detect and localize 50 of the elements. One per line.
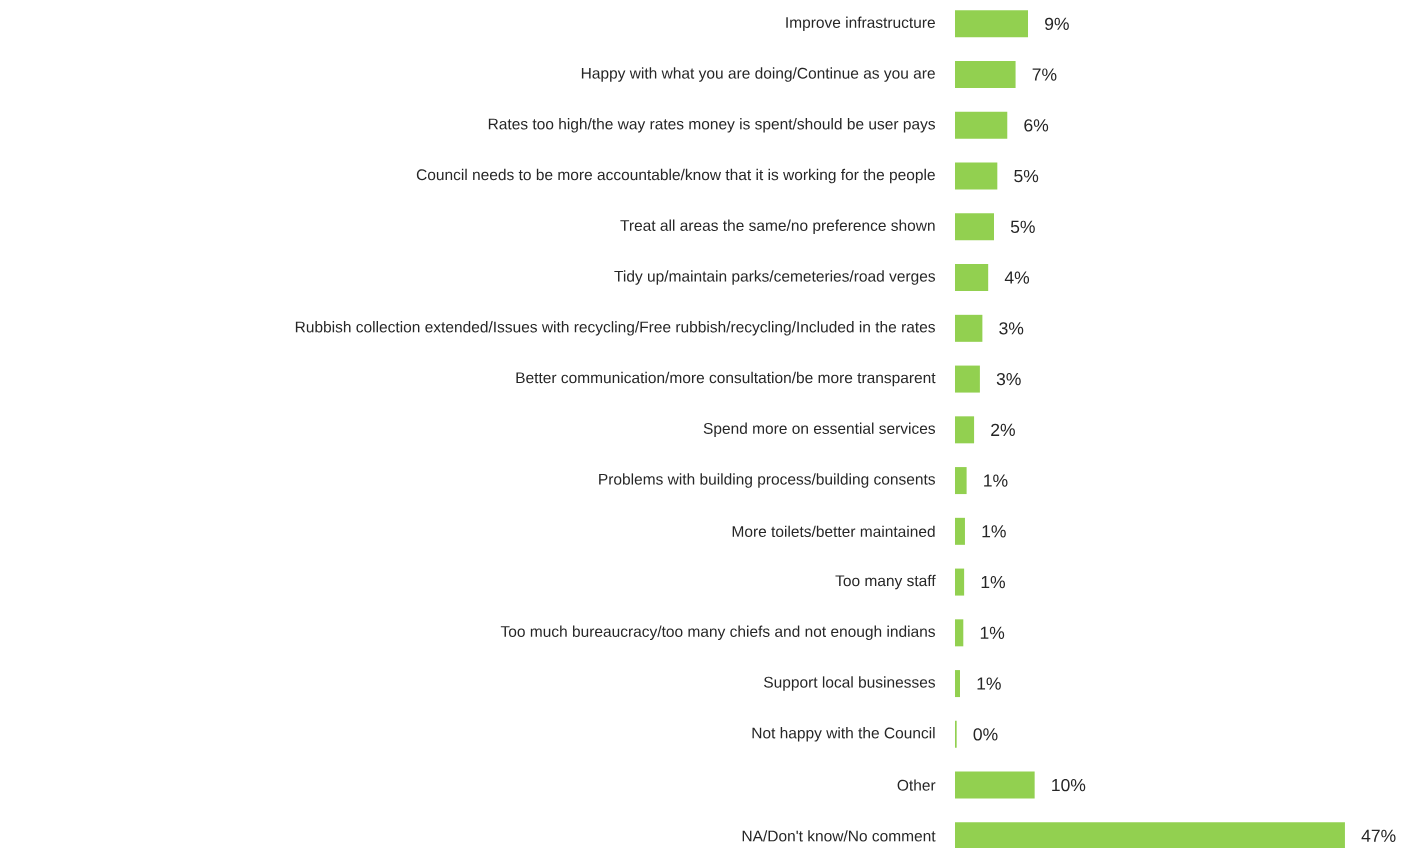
data-label: 10% <box>1052 778 1086 792</box>
bar <box>955 10 1029 38</box>
y-tick-label: Rates too high/the way rates money is spent/should be user pays <box>488 118 935 133</box>
data-label: 9% <box>1045 17 1069 31</box>
data-label: 4% <box>1004 271 1030 284</box>
data-label: 2% <box>991 423 1015 436</box>
y-tick-label: Happy with what you are doing/Continue as you are <box>581 67 935 82</box>
bar <box>955 467 967 495</box>
bar <box>955 213 994 241</box>
bar <box>955 365 980 393</box>
y-tick-label: Too much bureaucracy/too many chiefs and not enough indians <box>500 625 935 641</box>
bar <box>955 771 1035 799</box>
data-label: 7% <box>1032 68 1057 81</box>
data-label: 1% <box>984 474 1008 487</box>
data-label: 6% <box>1024 119 1049 132</box>
bar <box>955 314 983 342</box>
bar <box>955 416 975 444</box>
bar <box>955 670 960 698</box>
data-label: 1% <box>977 677 1001 690</box>
data-label: 47% <box>1361 829 1396 842</box>
y-tick-label: NA/Don't know/No comment <box>742 830 936 842</box>
data-label: 3% <box>999 322 1024 335</box>
y-tick-label: Tidy up/maintain parks/cemeteries/road verges <box>614 270 936 285</box>
y-tick-label: Other <box>897 779 936 791</box>
y-tick-label: More toilets/better maintained <box>732 525 935 538</box>
y-tick-label: Better communication/more consultation/be more transparent <box>516 371 936 387</box>
bar <box>955 568 965 596</box>
data-label: 5% <box>1010 220 1035 233</box>
data-label: 3% <box>996 372 1021 386</box>
data-label: 5% <box>1014 169 1039 183</box>
bar <box>955 264 989 292</box>
bar <box>955 619 964 647</box>
data-label: 1% <box>982 525 1006 538</box>
y-tick-label: Problems with building process/building consents <box>599 473 935 488</box>
bar <box>955 517 965 545</box>
bar <box>955 111 1008 139</box>
y-tick-label: Council needs to be more accountable/know that it is working for the people <box>416 168 935 184</box>
y-tick-label: Support local businesses <box>764 676 936 691</box>
y-tick-label: Rubbish collection extended/Issues with recycling/Free rubbish/recycling/Included in the rates <box>295 321 935 336</box>
y-tick-label: Too many staff <box>835 574 936 590</box>
data-label: 1% <box>980 626 1005 639</box>
y-tick-label: Not happy with the Council <box>752 727 935 742</box>
data-label: 1% <box>981 575 1005 589</box>
y-tick-label: Spend more on essential services <box>703 422 936 438</box>
data-label: 0% <box>973 728 998 741</box>
y-tick-label: Improve infrastructure <box>786 16 935 32</box>
bar <box>955 61 1016 89</box>
bar <box>955 822 1345 848</box>
bar <box>955 162 998 190</box>
y-tick-label: Treat all areas the same/no preference shown <box>620 219 935 235</box>
